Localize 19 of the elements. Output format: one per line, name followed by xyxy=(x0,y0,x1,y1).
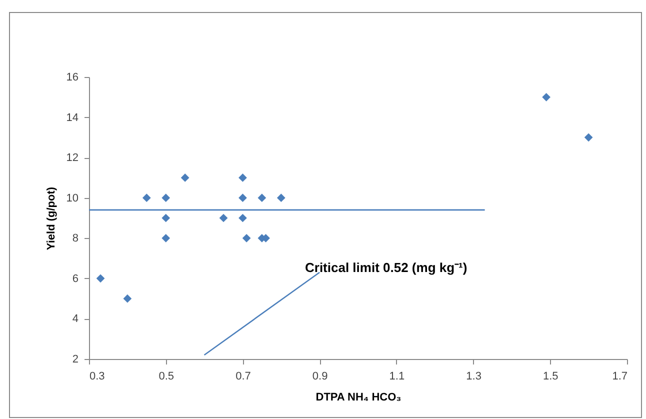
y-tick-label: 16 xyxy=(66,72,78,84)
x-tick-label: 0.7 xyxy=(236,370,251,382)
y-tick-label: 6 xyxy=(72,272,78,285)
x-tick-label: 1.1 xyxy=(389,370,405,382)
x-tick-label: 0.5 xyxy=(158,370,174,382)
x-tick-label: 1.7 xyxy=(612,370,628,382)
y-axis-title: Yield (g/pot) xyxy=(45,186,58,250)
x-tick-label: 1.3 xyxy=(466,370,482,382)
y-tick-label: 14 xyxy=(66,112,78,124)
y-tick-label: 10 xyxy=(66,192,78,204)
annotation: Critical limit 0.52 (mg kg⁻¹) xyxy=(305,260,468,275)
y-tick-label: 12 xyxy=(66,152,78,164)
y-tick-label: 8 xyxy=(72,232,78,245)
y-tick-label: 2 xyxy=(72,354,78,366)
x-tick-label: 0.3 xyxy=(90,370,105,382)
x-tick-label: 0.9 xyxy=(312,370,328,382)
y-tick-label: 4 xyxy=(72,313,78,326)
x-axis-title: DTPA NH₄ HCO₃ xyxy=(316,392,402,404)
x-tick-label: 1.5 xyxy=(542,370,558,382)
